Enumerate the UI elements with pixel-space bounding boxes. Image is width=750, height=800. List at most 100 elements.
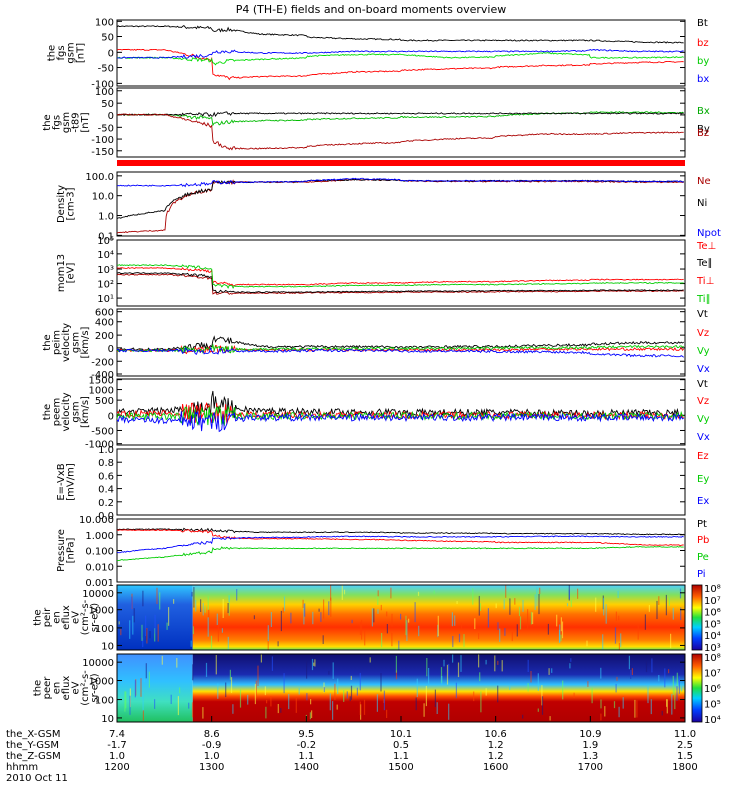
panel-p10: 10⁸10⁷10⁶10⁵10⁴10000100010010thepeerenef… xyxy=(33,653,721,726)
spectrogram-streak xyxy=(257,665,259,686)
spectrogram-streak xyxy=(334,683,336,700)
panel-frame xyxy=(116,308,686,377)
series-line-Pb xyxy=(116,529,684,546)
spectrogram-streak xyxy=(125,691,127,709)
spectrogram-streak xyxy=(161,655,163,665)
spectrogram-streak xyxy=(448,663,450,677)
y-tick-label: -100 xyxy=(91,135,114,146)
y-axis-label-line: sr-eV) xyxy=(90,673,101,702)
spectrogram-streak xyxy=(480,691,482,713)
footer-value: 1.5 xyxy=(677,751,693,762)
spectrogram-streak xyxy=(414,602,416,623)
spectrogram-streak xyxy=(398,640,400,650)
spectrogram-streak xyxy=(680,685,683,692)
spectrogram-streak xyxy=(288,694,290,710)
y-axis-label-line: velocity xyxy=(61,392,72,431)
panel-frame xyxy=(116,19,686,87)
spectrogram-streak xyxy=(408,618,410,623)
spectrogram-streak xyxy=(560,634,562,642)
y-axis-label-line: [km/s] xyxy=(80,396,91,428)
spectrogram-streak xyxy=(332,662,334,679)
spectrogram-streak xyxy=(191,591,193,597)
spectrogram-streak xyxy=(478,632,480,640)
spectrogram-streak xyxy=(620,633,622,648)
legend-entry: By xyxy=(697,124,710,135)
y-tick-label: 0.001 xyxy=(85,578,114,589)
y-tick-label: -50 xyxy=(98,123,114,134)
spectrogram-streak xyxy=(497,685,499,703)
spectrogram-streak xyxy=(516,624,518,637)
spectrogram-streak xyxy=(143,678,145,683)
spectrogram-streak xyxy=(460,622,463,629)
series-line-Npot xyxy=(116,177,684,188)
y-axis-label: Density[cm-3] xyxy=(56,185,76,223)
y-axis-label-line: peim xyxy=(52,330,63,355)
panel-frame xyxy=(116,87,686,158)
spectrogram-streak xyxy=(390,587,392,599)
spectrogram-streak xyxy=(154,699,156,709)
legend-entry: Te⊥ xyxy=(696,241,716,252)
colorbar-tick-label: 10⁵ xyxy=(704,619,721,630)
spectrogram-streak xyxy=(145,663,147,679)
spectrogram-streak xyxy=(225,682,227,698)
legend-entry: Bt xyxy=(697,18,708,29)
legend-entry: Pt xyxy=(697,519,707,530)
spectrogram-streak xyxy=(676,686,678,701)
spectrogram-streak xyxy=(166,622,168,630)
legend-entry: Bz xyxy=(697,128,709,139)
spectrogram-streak xyxy=(141,624,143,641)
spectrogram-streak xyxy=(154,614,156,634)
footer-value: 8.6 xyxy=(204,729,220,740)
spectrogram-streak xyxy=(618,643,620,650)
y-tick-label: 10.0 xyxy=(92,192,114,203)
footer-value: 1.0 xyxy=(109,751,125,762)
y-tick-label: 500 xyxy=(95,396,114,407)
spectrogram-streak xyxy=(377,609,379,614)
spectrogram-streak xyxy=(656,600,658,620)
series-line-Vx xyxy=(116,410,684,433)
colorbar-tick-label: 10⁶ xyxy=(704,684,721,695)
y-axis-label-line: eflux xyxy=(61,605,72,630)
spectrogram-streak xyxy=(497,622,499,630)
footer-value: 11.0 xyxy=(674,729,696,740)
y-axis-label-line: the xyxy=(33,680,44,696)
y-axis-label-line: [km/s] xyxy=(80,326,91,358)
spectrogram-streak xyxy=(568,589,570,600)
spectrogram-streak xyxy=(628,655,630,670)
spectrogram-streak xyxy=(380,673,382,692)
footer-value: 10.1 xyxy=(390,729,412,740)
series-line-By xyxy=(116,111,684,118)
y-tick-label: 0.0 xyxy=(98,511,114,522)
y-tick-label: 600 xyxy=(95,308,114,319)
y-axis-label-line: [mV/m] xyxy=(66,463,77,501)
spectrogram-streak xyxy=(295,698,297,713)
y-axis-label-line: eflux xyxy=(61,676,72,701)
y-tick-label: 0 xyxy=(108,111,114,122)
legend-entry: Vy xyxy=(697,414,710,425)
spectrogram-streak xyxy=(386,611,388,617)
spectrogram-streak xyxy=(547,623,549,635)
spectrogram-streak xyxy=(129,695,131,715)
footer-row-label: hhmm xyxy=(6,762,38,773)
spectrogram-streak xyxy=(451,612,453,627)
y-axis-label-line: (cm²-s- xyxy=(80,670,91,706)
y-tick-label: -150 xyxy=(91,147,114,158)
spectrogram-streak xyxy=(168,607,170,626)
y-tick-label: -1000 xyxy=(85,440,114,451)
spectrogram-streak xyxy=(562,680,564,700)
spectrogram-streak xyxy=(266,699,268,704)
spectrogram-streak xyxy=(188,702,190,709)
spectrogram-streak xyxy=(665,594,667,616)
spectrogram-streak xyxy=(613,701,616,709)
spectrogram-streak xyxy=(271,656,273,671)
spectrogram-streak xyxy=(676,672,678,687)
spectrogram-streak xyxy=(118,621,120,625)
panel-frame xyxy=(116,239,686,307)
spectrogram-streak xyxy=(311,658,314,671)
spectrogram-streak xyxy=(479,603,482,611)
panel-frame xyxy=(116,378,686,446)
legend-entry: Vz xyxy=(697,396,709,407)
spectrogram-streak xyxy=(527,683,529,692)
